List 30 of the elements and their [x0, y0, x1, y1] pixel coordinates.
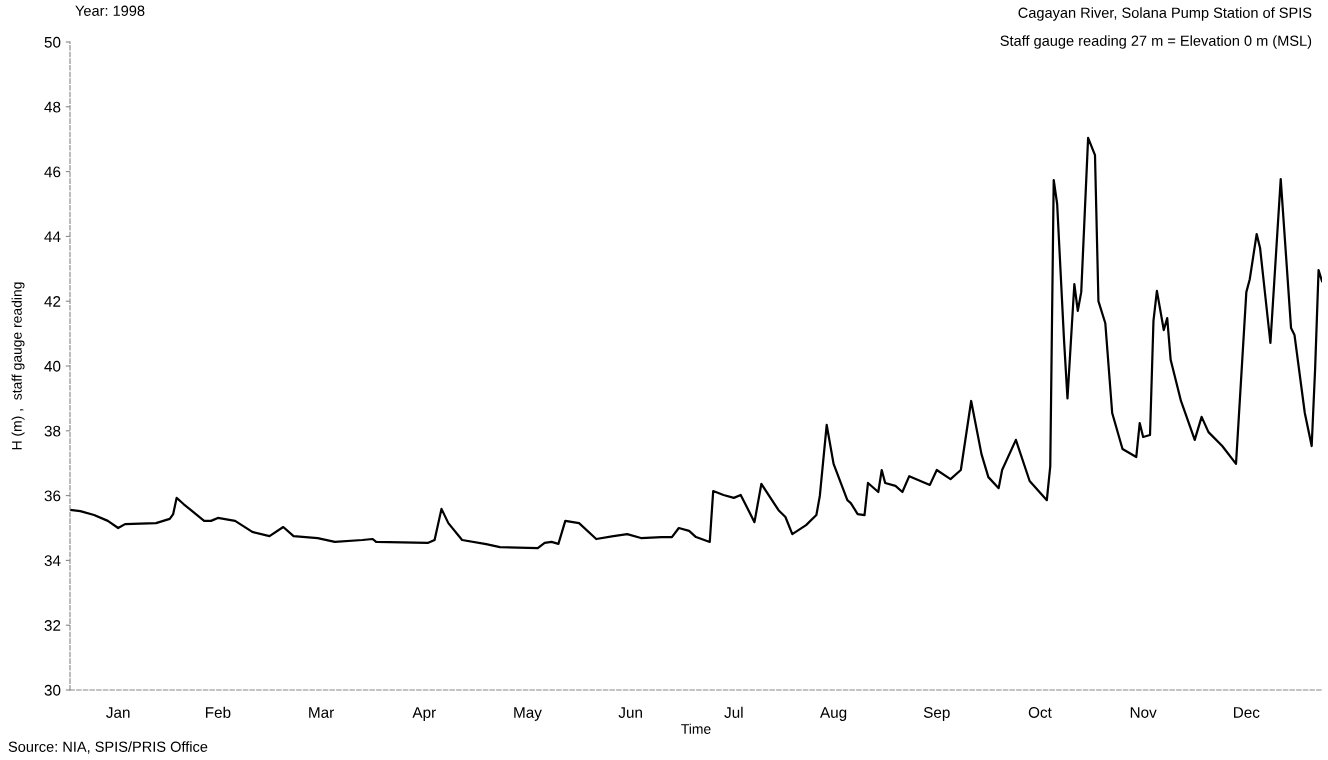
chart-title: Cagayan River, Solana Pump Station of SPIS [1018, 7, 1312, 21]
y-tick-label: 32 [44, 620, 61, 631]
x-tick-label: Nov [1130, 707, 1157, 718]
source-note: Source: NIA, SPIS/PRIS Office [8, 741, 208, 754]
y-tick-label: 30 [44, 684, 61, 696]
x-tick-label: Feb [205, 706, 231, 718]
y-tick-label: 36 [44, 490, 61, 502]
x-tick-label: Dec [1234, 707, 1260, 718]
x-tick-label: Jan [106, 707, 130, 718]
text: Year: 1998 [75, 5, 145, 16]
x-tick-label: Apr [412, 707, 436, 721]
y-tick-label: 48 [44, 101, 61, 113]
y-tick-label: 46 [44, 166, 61, 178]
y-tick-label: 42 [44, 296, 61, 307]
x-tick-label: Aug [820, 707, 847, 721]
annotation: Staff gauge reading 27 m = Elevation 0 m (MSL) [1000, 35, 1312, 49]
x-tick-label: Oct [1028, 707, 1052, 718]
y-tick-label: 44 [44, 231, 61, 242]
x-tick-label: Mar [309, 707, 334, 718]
y-tick-label: 38 [44, 425, 61, 437]
y-axis-title: H (m) , staff gauge reading [11, 282, 25, 450]
x-tick-label: Sep [923, 707, 950, 721]
x-axis-title: Time [681, 723, 711, 734]
line-series [70, 136, 1322, 550]
x-tick-label: May [514, 707, 542, 721]
x-tick-label: Jun [618, 707, 642, 718]
y-tick-label: 34 [44, 555, 61, 567]
x-tick-label: Jul [724, 706, 743, 718]
y-tick-label: 40 [44, 360, 61, 372]
y-tick-label: 50 [44, 36, 61, 48]
